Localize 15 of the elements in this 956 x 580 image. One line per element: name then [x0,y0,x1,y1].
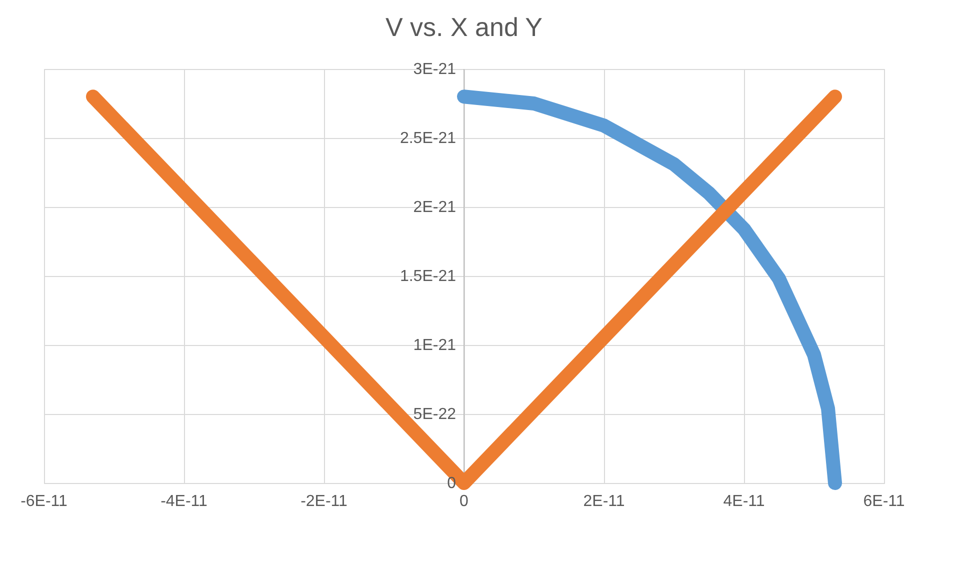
y-tick-label: 1E-21 [413,337,456,354]
y-tick-label: 2.5E-21 [400,130,456,147]
y-tick-label: 5E-22 [413,406,456,423]
y-tick-label: 0 [447,475,456,492]
x-tick-label: -4E-11 [160,493,208,510]
y-tick-label: 1.5E-21 [400,268,456,285]
x-tick-label: -6E-11 [20,493,68,510]
x-tick-label: 2E-11 [583,493,625,510]
x-tick-label: -2E-11 [300,493,348,510]
x-tick-label: 6E-11 [863,493,905,510]
chart-title: V vs. X and Y [385,12,543,42]
x-tick-label: 4E-11 [723,493,765,510]
y-tick-label: 3E-21 [413,61,456,78]
x-tick-label: 0 [460,493,469,510]
y-tick-label: 2E-21 [413,199,456,216]
